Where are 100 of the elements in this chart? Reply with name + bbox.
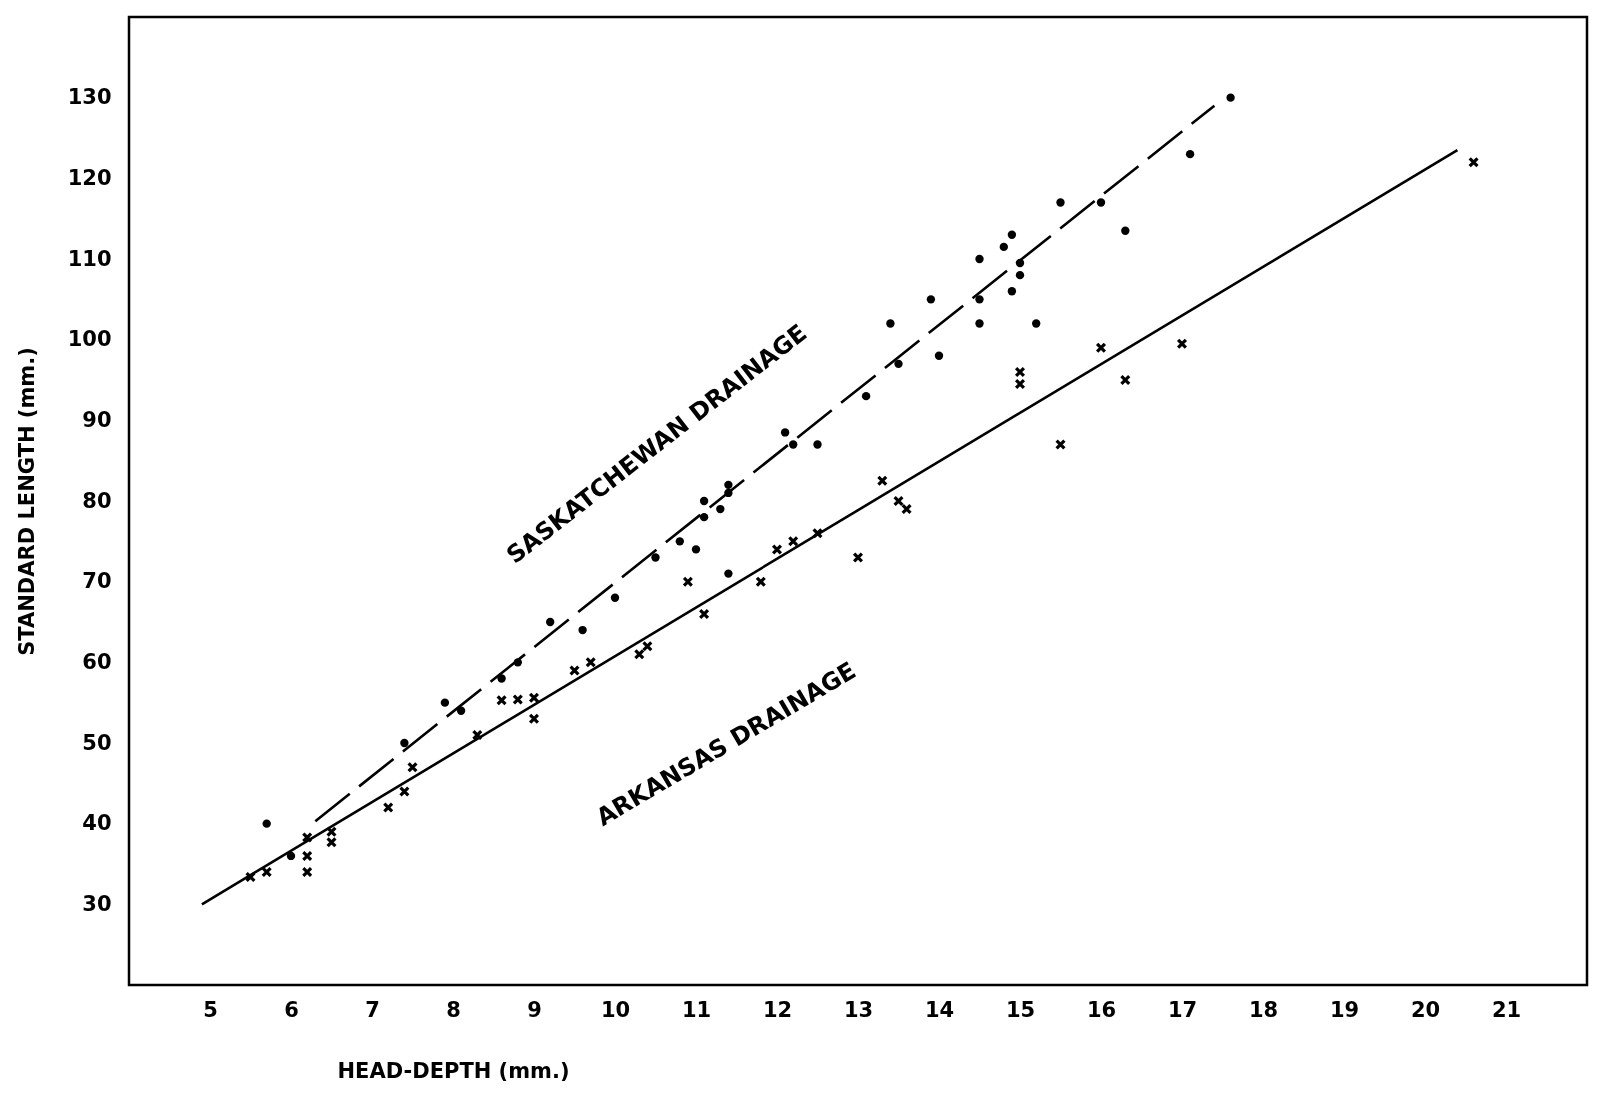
point	[999, 242, 1008, 252]
point	[699, 512, 709, 522]
x-axis-title: HEAD-DEPTH (mm.)	[337, 1058, 570, 1083]
x-tick-label: 11	[681, 997, 712, 1022]
point	[398, 785, 410, 797]
x-tick-label: 8	[446, 997, 461, 1022]
point	[528, 692, 540, 704]
x-tick-label: 18	[1248, 997, 1279, 1022]
point	[1096, 198, 1106, 207]
point	[326, 836, 337, 848]
y-tick-label: 90	[82, 407, 112, 432]
point	[512, 693, 524, 705]
point	[724, 569, 733, 578]
point	[1468, 156, 1480, 168]
y-tick-label: 100	[67, 327, 112, 352]
point	[771, 543, 783, 555]
point	[262, 819, 271, 828]
point	[1119, 374, 1131, 386]
point	[1007, 287, 1017, 296]
point	[1056, 198, 1065, 207]
point	[691, 545, 701, 554]
y-tick-label: 130	[67, 85, 112, 110]
point	[633, 648, 645, 660]
point	[876, 475, 888, 487]
point	[975, 295, 984, 304]
x-tick-label: 7	[365, 997, 380, 1022]
point	[497, 674, 506, 683]
point	[780, 428, 790, 437]
y-tick-label: 110	[67, 246, 112, 271]
point	[812, 527, 823, 539]
point	[755, 576, 767, 588]
point	[1014, 378, 1026, 390]
x-tick-label: 21	[1491, 997, 1522, 1022]
point	[569, 664, 580, 676]
point	[975, 254, 984, 264]
x-tick-label: 17	[1167, 997, 1198, 1022]
y-axis-title: STANDARD LENGTH (mm.)	[14, 347, 39, 656]
point	[789, 440, 798, 449]
point	[852, 551, 864, 563]
point	[716, 504, 725, 514]
point	[975, 319, 984, 328]
point	[578, 625, 587, 635]
point	[641, 640, 653, 652]
point	[682, 576, 694, 588]
point	[901, 503, 913, 515]
point	[1015, 270, 1025, 280]
y-tick-label: 120	[67, 165, 112, 190]
y-tick-label: 30	[82, 891, 112, 916]
x-tick-label: 6	[284, 997, 299, 1022]
y-tick-label: 70	[82, 569, 112, 594]
point	[301, 831, 313, 843]
y-tick-label: 60	[82, 649, 112, 674]
y-tick-label: 40	[82, 811, 112, 836]
point	[496, 694, 508, 706]
x-tick-label: 19	[1329, 997, 1360, 1022]
point	[1185, 149, 1195, 159]
x-tick-label: 16	[1086, 997, 1117, 1022]
y-tick-label: 50	[82, 730, 112, 755]
point	[1095, 342, 1107, 354]
x-tick-label: 10	[600, 997, 631, 1022]
point	[1121, 226, 1130, 235]
point	[1007, 230, 1017, 239]
point	[787, 535, 799, 547]
point	[894, 359, 903, 369]
point	[861, 391, 871, 401]
point	[440, 698, 450, 707]
point	[926, 295, 936, 304]
point	[301, 850, 313, 862]
x-tick-label: 9	[527, 997, 542, 1022]
point	[698, 608, 710, 620]
point	[1226, 93, 1235, 102]
point	[585, 656, 597, 668]
point	[1014, 366, 1026, 378]
x-tick-label: 15	[1005, 997, 1036, 1022]
point	[724, 480, 733, 490]
x-tick-label: 5	[203, 997, 218, 1022]
point	[546, 617, 555, 627]
point	[813, 440, 822, 449]
point	[382, 802, 394, 814]
point	[301, 866, 313, 878]
point	[528, 713, 540, 725]
point	[261, 866, 273, 878]
x-tick-label: 20	[1410, 997, 1441, 1022]
point	[699, 496, 709, 506]
point	[456, 706, 466, 715]
point	[1055, 439, 1066, 451]
point	[245, 871, 256, 883]
x-tick-label: 12	[762, 997, 793, 1022]
point	[893, 495, 904, 507]
point	[1176, 338, 1188, 350]
x-tick-label: 14	[924, 997, 955, 1022]
y-tick-label: 80	[82, 488, 112, 513]
point	[886, 319, 895, 328]
point	[934, 351, 944, 360]
point	[326, 826, 337, 838]
x-tick-label: 13	[843, 997, 874, 1022]
point	[1032, 319, 1041, 328]
point	[407, 761, 418, 773]
point	[610, 593, 620, 602]
point	[471, 729, 483, 741]
